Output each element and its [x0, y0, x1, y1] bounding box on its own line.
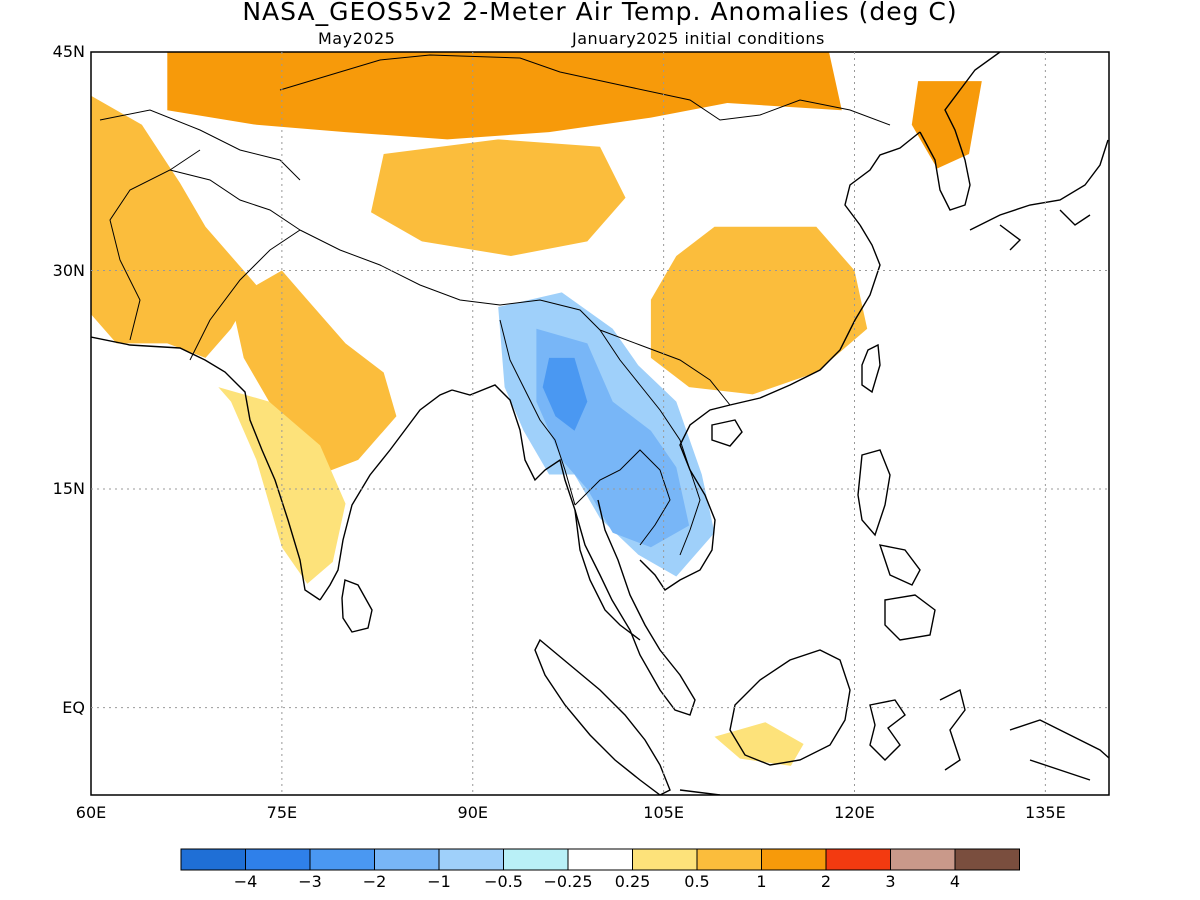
- colorbar-label: −1: [427, 872, 451, 891]
- mindanao: [884, 594, 936, 641]
- anomaly-shading: [91, 52, 982, 766]
- coastline-south-china: [729, 224, 881, 406]
- sri-lanka: [341, 579, 373, 633]
- new-guinea: [1009, 719, 1109, 781]
- colorbar-label: −0.5: [484, 872, 523, 891]
- visayas: [878, 544, 921, 586]
- anomaly-region-3: [231, 270, 397, 475]
- maluku: [939, 688, 966, 771]
- anomaly-region-0: [167, 52, 842, 140]
- anomaly-region-5: [650, 226, 868, 395]
- coastline-bengal: [451, 384, 641, 641]
- malay-peninsula: [574, 499, 696, 716]
- lat-tick-label: 15N: [52, 479, 85, 499]
- coastlines: [91, 52, 1109, 795]
- colorbar-swatch: [309, 848, 375, 871]
- colorbar-label: −4: [233, 872, 258, 891]
- border-myanmar: [499, 319, 576, 506]
- anomaly-region-2: [371, 139, 626, 256]
- korea: [919, 52, 1001, 211]
- colorbar-label: 4: [949, 872, 961, 891]
- anomaly-region-10: [714, 722, 804, 766]
- colorbar-swatch: [180, 848, 246, 871]
- colorbar-label: −2: [362, 872, 387, 891]
- colorbar-label: −3: [298, 872, 322, 891]
- colorbar-swatch: [438, 848, 504, 871]
- colorbar-label: 0.5: [684, 872, 710, 891]
- coastline-india-west: [91, 336, 321, 601]
- lon-tick-label: 75E: [266, 803, 298, 822]
- colorbar-swatch: [632, 848, 698, 871]
- lon-tick-label: 120E: [834, 803, 875, 822]
- japan: [969, 139, 1109, 251]
- colorbar-swatch: [696, 848, 762, 871]
- colorbar-swatch: [374, 848, 440, 871]
- colorbar: [180, 848, 1020, 871]
- colorbar-swatch: [761, 848, 827, 871]
- border-laos-vietnam: [599, 329, 701, 556]
- colorbar-swatch: [890, 848, 956, 871]
- taiwan: [861, 343, 881, 394]
- colorbar-label: 0.25: [614, 872, 651, 891]
- gridlines: [91, 52, 1109, 795]
- java: [679, 789, 721, 795]
- colorbar-label: 3: [885, 872, 896, 891]
- border-afghanistan: [169, 169, 301, 231]
- forecast-month: May2025: [318, 29, 396, 48]
- colorbar-label: 2: [820, 872, 832, 891]
- border-thailand: [574, 449, 671, 546]
- lat-tick-label: 45N: [52, 42, 85, 61]
- anomaly-region-1: [91, 95, 257, 358]
- lon-tick-label: 90E: [457, 803, 488, 822]
- anomaly-region-6: [911, 81, 982, 169]
- map-title: NASA_GEOS5v2 2-Meter Air Temp. Anomalies…: [242, 0, 958, 26]
- border-china-mongolia: [279, 54, 891, 126]
- colorbar-swatch: [954, 848, 1020, 871]
- lat-tick-label: EQ: [62, 697, 85, 717]
- country-borders: [99, 54, 891, 556]
- colorbar-swatch: [825, 848, 891, 871]
- border-pakistan-india: [189, 229, 301, 361]
- colorbar-swatch: [503, 848, 569, 871]
- coastline-india-east: [319, 389, 453, 601]
- border-himalaya: [299, 229, 601, 331]
- sumatra: [534, 638, 671, 795]
- borneo: [729, 649, 851, 766]
- coastline-indochina: [639, 404, 731, 591]
- anomaly-region-9: [542, 357, 588, 431]
- colorbar-swatch: [245, 848, 311, 871]
- border-central-asia: [99, 109, 301, 181]
- coastline-east-china: [844, 131, 921, 226]
- lon-tick-label: 105E: [643, 803, 684, 822]
- hainan: [711, 419, 743, 447]
- colorbar-swatch: [567, 848, 633, 871]
- lat-tick-label: 30N: [52, 260, 85, 280]
- lon-tick-label: 60E: [75, 803, 107, 822]
- lon-tick-label: 135E: [1025, 803, 1066, 822]
- sulawesi: [869, 699, 906, 761]
- border-china-vietnam: [599, 329, 731, 406]
- plot-frame: [90, 51, 1110, 796]
- initial-conditions: January2025 initial conditions: [572, 29, 825, 48]
- colorbar-label: −0.25: [543, 872, 593, 891]
- colorbar-label: 1: [756, 872, 767, 891]
- luzon: [857, 449, 891, 537]
